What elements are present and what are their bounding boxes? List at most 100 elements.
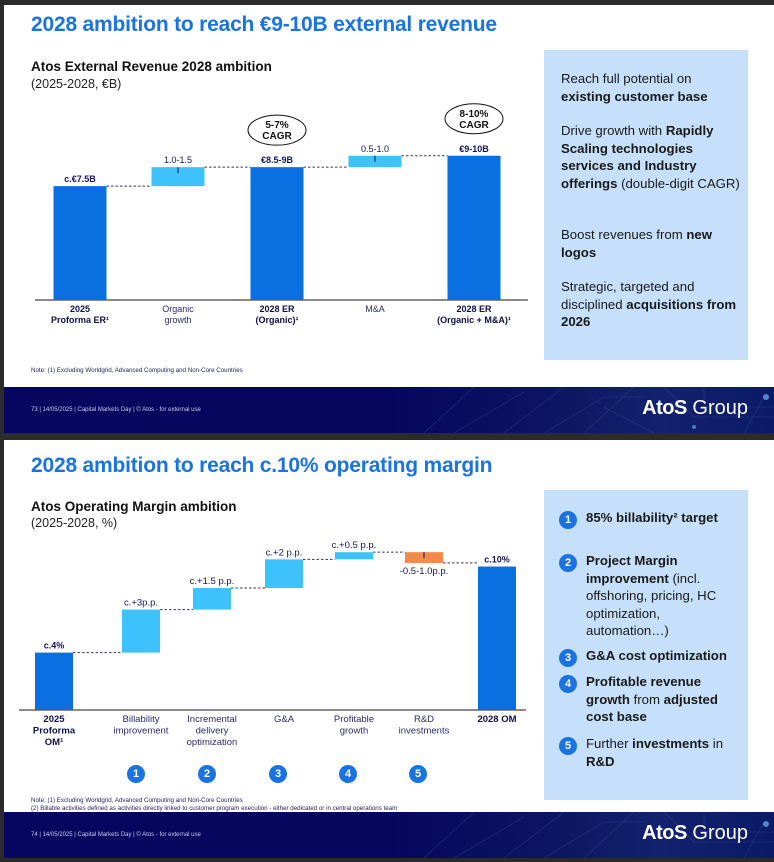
bar-increase — [151, 167, 205, 187]
chart-subtitle: (2025-2028, €B) — [31, 77, 122, 91]
atos-group-logo: AtoS Group — [642, 822, 748, 845]
data-label: €9-10B — [459, 144, 489, 154]
footer-text: 74 | 14/05/2025 | Capital Markets Day | … — [31, 832, 201, 838]
lever-badge: 4 — [559, 674, 577, 693]
lever-number: 3 — [559, 649, 577, 667]
driver-item: Drive growth with Rapidly Scaling techno… — [561, 122, 740, 192]
category-label: Organic growth — [162, 304, 194, 325]
logo-group: Group — [686, 822, 748, 844]
bar-total — [35, 652, 73, 710]
lever-bold: Profitable revenue growth — [586, 674, 702, 707]
lever-bold: R&D — [586, 753, 615, 769]
lever-text: from — [629, 691, 664, 707]
footer-text: 73 | 14/05/2025 | Capital Markets Day | … — [31, 407, 201, 413]
data-label: c.+1.5 p.p. — [190, 576, 235, 587]
category-label: M&A — [365, 304, 385, 314]
bar-increase — [122, 609, 160, 653]
category-label: 2028 OM — [477, 714, 516, 725]
data-label: c.+2 p.p. — [266, 547, 303, 558]
data-label: c.€7.5B — [64, 174, 96, 184]
driver-item: Strategic, targeted and disciplined acqu… — [561, 278, 740, 331]
lever-number: 1 — [127, 765, 145, 783]
footnote: Note: (1) Excluding Worldgrid, Advanced … — [31, 797, 243, 804]
slide-revenue: 2028 ambition to reach €9-10B external r… — [4, 5, 774, 433]
lever-bold: investments — [632, 736, 710, 751]
data-label: 0.5-1.0 — [361, 144, 389, 154]
lever-item: 85% billability² target — [586, 509, 742, 527]
bar-increase — [335, 552, 373, 560]
circuit-pattern — [423, 387, 774, 433]
atos-group-logo: AtoS Group — [642, 397, 748, 420]
driver-text: Drive growth with — [561, 123, 666, 138]
lever-item: Project Margin improvement (incl. offsho… — [586, 552, 742, 640]
driver-text: Strategic, targeted and disciplined — [561, 279, 695, 312]
category-label: R&D investments — [399, 714, 450, 737]
bar-total — [478, 566, 516, 710]
category-label: Billability improvement — [114, 714, 169, 737]
logo-atos: AtoS — [642, 397, 687, 419]
revenue-waterfall-chart: c.€7.5B 2025 Proforma ER¹ 1.0-1.5 Organic gro… — [35, 103, 528, 325]
category-label: 2028 ER (Organic + M&A)¹ — [437, 304, 511, 325]
lever-badge: 5 — [559, 736, 577, 755]
lever-number: 2 — [198, 765, 216, 783]
lever-bold: Project Margin improvement — [586, 553, 678, 586]
footer: 73 | 14/05/2025 | Capital Markets Day | … — [4, 387, 774, 433]
chart-title: Atos External Revenue 2028 ambition — [31, 59, 272, 74]
lever-number: 5 — [559, 737, 577, 755]
footnote: (2) Billable activities defined as activ… — [31, 805, 398, 812]
data-label: -0.5-1.0p.p. — [400, 566, 449, 577]
footnote: Note: (1) Excluding Worldgrid, Advanced … — [31, 367, 243, 374]
lever-number: 3 — [269, 765, 287, 783]
driver-item: Boost revenues from new logos — [561, 226, 740, 261]
driver-bold: new logos — [561, 227, 712, 260]
lever-item: Profitable revenue growth from adjusted … — [586, 673, 742, 726]
slide-title: 2028 ambition to reach c.10% operating m… — [31, 454, 493, 477]
category-label: G&A — [274, 714, 295, 725]
lever-badge: 3 — [559, 648, 577, 667]
driver-text: (double-digit CAGR) — [617, 175, 740, 191]
lever-number: 2 — [559, 554, 577, 572]
lever-number: 4 — [559, 675, 577, 693]
data-label: c.4% — [44, 641, 65, 651]
driver-text: Boost revenues from — [561, 227, 687, 242]
bar-increase — [193, 588, 231, 610]
data-label: €8.5-9B — [261, 155, 294, 165]
data-label: c.+3p.p. — [124, 598, 158, 609]
lever-bold: G&A cost optimization — [586, 648, 727, 663]
bar-increase — [265, 559, 303, 589]
lever-badge: 2 — [198, 764, 216, 783]
lever-badge: 5 — [409, 764, 427, 783]
lever-text: (incl. offshoring, pricing, HC optimizat… — [586, 570, 717, 639]
cagr-annotation-text: 5-7% CAGR — [262, 120, 292, 142]
category-label: Profitable growth — [334, 714, 374, 737]
driver-bold: existing customer base — [561, 88, 708, 104]
lever-number: 4 — [339, 765, 357, 783]
cagr-annotation-ellipse — [247, 114, 307, 146]
lever-badge: 3 — [269, 764, 287, 783]
bar-total — [250, 167, 304, 300]
chart-subtitle: (2025-2028, %) — [31, 516, 118, 530]
category-label: 2028 ER (Organic)¹ — [255, 304, 298, 325]
lever-badge: 2 — [559, 553, 577, 572]
slide-title: 2028 ambition to reach €9-10B external r… — [31, 13, 497, 36]
data-label: c.+0.5 p.p. — [332, 540, 377, 551]
lever-bold: 85% billability² target — [586, 510, 718, 525]
driver-bold: Rapidly Scaling technologies services an… — [561, 123, 714, 191]
lever-item: Further investments in R&D — [586, 735, 742, 770]
data-label: 1.0-1.5 — [164, 155, 192, 165]
cagr-annotation-text: 8-10% CAGR — [459, 109, 489, 131]
circuit-pattern — [423, 812, 774, 858]
lever-number: 5 — [409, 765, 427, 783]
chart-title: Atos Operating Margin ambition — [31, 499, 237, 514]
lever-badge: 1 — [127, 764, 145, 783]
lever-badge: 1 — [559, 510, 577, 529]
driver-text: Reach full potential on — [561, 71, 692, 86]
data-label: c.10% — [484, 555, 510, 565]
revenue-drivers-box: Reach full potential on existing custome… — [544, 50, 748, 360]
margin-waterfall-chart: c.4% 2025 Proforma OM¹ c.+3p.p. Billability im… — [19, 540, 526, 748]
lever-number: 1 — [559, 511, 577, 529]
driver-item: Reach full potential on existing custome… — [561, 70, 740, 105]
lever-badge: 4 — [339, 764, 357, 783]
bar-total — [447, 155, 501, 300]
bar-total — [53, 186, 107, 300]
